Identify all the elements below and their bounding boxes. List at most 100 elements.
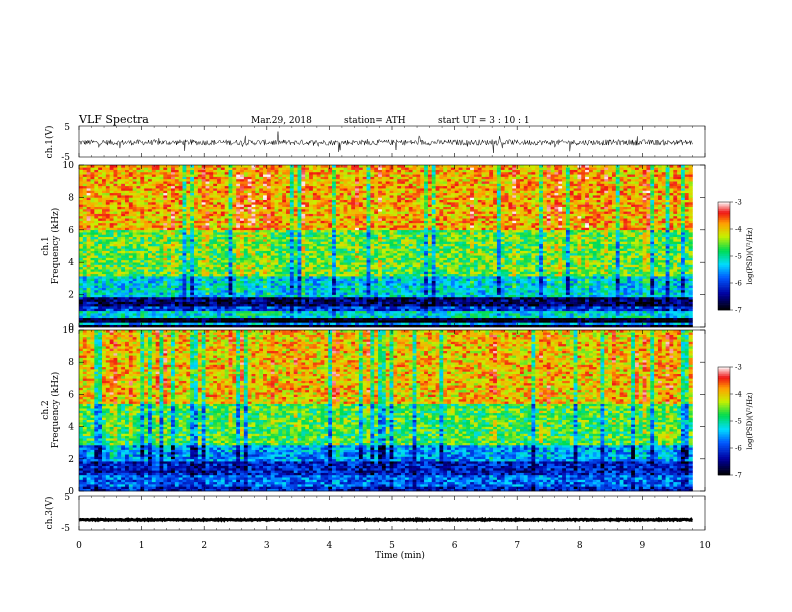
ch1-spectrogram-cell xyxy=(148,188,153,191)
ch1-spectrogram-cell xyxy=(159,252,164,256)
ch1-spectrogram-cell xyxy=(109,167,114,170)
ch1-spectrogram-cell xyxy=(117,239,122,242)
ch1-spectrogram-cell xyxy=(289,215,295,219)
ch1-spectrogram-cell xyxy=(266,176,272,180)
ch1-spectrogram-cell xyxy=(289,171,295,175)
ch1-spectrogram-cell xyxy=(312,176,318,180)
ch1-spectrogram-cell xyxy=(259,252,264,256)
ch1-spectrogram-cell xyxy=(228,243,233,247)
ch1-spectrogram-cell xyxy=(312,241,318,244)
ch1-spectrogram-cell xyxy=(343,248,348,251)
ch1-spectrogram-cell xyxy=(259,310,264,314)
ch1-spectrogram-cell xyxy=(324,208,329,212)
ch1-spectrogram-cell xyxy=(163,192,168,196)
ch1-spectrogram-cell xyxy=(186,171,191,175)
ch1-spectrogram-cell xyxy=(113,229,118,233)
ch1-spectrogram-cell xyxy=(240,308,245,312)
ch1-spectrogram-cell xyxy=(255,276,260,279)
ch1-spectrogram-cell xyxy=(286,185,291,189)
ch1-spectrogram-cell xyxy=(117,320,122,323)
ch1-spectrogram-cell xyxy=(113,320,118,323)
ch1-spectrogram-cell xyxy=(220,236,225,240)
ch1-spectrogram-cell xyxy=(339,308,344,312)
ch1-spectrogram-cell xyxy=(289,303,295,307)
ch1-spectrogram-cell xyxy=(136,320,141,323)
ch1-spectrogram-cell xyxy=(236,287,241,291)
ch1-spectrogram-cell xyxy=(105,190,110,194)
ch1-spectrogram-cell xyxy=(144,278,149,282)
ch1-spectrogram-cell xyxy=(316,306,321,309)
ch1-spectrogram-cell xyxy=(232,310,237,314)
ch1-spectrogram-cell xyxy=(105,211,110,214)
ch1-spectrogram-cell xyxy=(320,280,325,284)
ch1-spectrogram-cell xyxy=(263,232,268,235)
ch1-spectrogram-cell xyxy=(98,192,103,196)
ch1-spectrogram-cell xyxy=(128,296,133,300)
ch1-spectrogram-cell xyxy=(163,262,168,265)
ch1-spectrogram-cell xyxy=(205,313,210,316)
ch1-spectrogram-cell xyxy=(278,306,283,309)
ch1-spectrogram-cell xyxy=(220,178,225,182)
ch1-spectrogram-cell xyxy=(197,257,202,261)
ch1-spectrogram-cell xyxy=(190,243,195,247)
ch1-spectrogram-cell xyxy=(86,257,91,261)
ch1-spectrogram-cell xyxy=(247,278,252,282)
ch1-spectrogram-cell xyxy=(224,292,229,295)
ch1-spectrogram-cell xyxy=(182,303,187,307)
ch1-spectrogram-cell xyxy=(144,287,149,291)
ch1-spectrogram-cell xyxy=(213,310,218,314)
ch1-spectrogram-cell xyxy=(247,222,252,226)
ch1-spectrogram-cell xyxy=(186,236,191,240)
ch1-spectrogram-cell xyxy=(79,310,84,314)
ch1-spectrogram-cell xyxy=(282,202,287,205)
ch1-spectrogram-cell xyxy=(305,276,310,279)
ch1-spectrogram-cell xyxy=(320,195,325,198)
ch1-spectrogram-cell xyxy=(247,174,252,177)
ch1-spectrogram-cell xyxy=(201,294,206,298)
ch1-spectrogram-cell xyxy=(117,306,122,309)
ch1-spectrogram-cell xyxy=(102,234,107,238)
ch1-spectrogram-cell xyxy=(86,167,91,170)
ch1-spectrogram-cell xyxy=(128,266,133,270)
ch1-spectrogram-cell xyxy=(159,181,164,184)
ch1-spectrogram-cell xyxy=(282,239,287,242)
ch1-spectrogram-cell xyxy=(263,269,268,272)
ch1-spectrogram-cell xyxy=(167,229,172,233)
ch1-spectrogram-cell xyxy=(301,313,306,316)
ch1-spectrogram-cell xyxy=(125,283,130,286)
ch1-spectrogram-cell xyxy=(148,294,153,298)
ch1-spectrogram-cell xyxy=(289,185,295,189)
ch1-spectrogram-cell xyxy=(251,185,256,189)
ch1-spectrogram-cell xyxy=(167,239,172,242)
ch1-spectrogram-cell xyxy=(220,213,225,217)
ch1-spectrogram-cell xyxy=(224,178,229,182)
ch1-spectrogram-cell xyxy=(109,183,114,187)
ch1-spectrogram-cell xyxy=(125,204,130,207)
ch1-spectrogram-cell xyxy=(274,322,279,325)
ch1-spectrogram-cell xyxy=(109,195,114,198)
ch1-spectrogram-cell xyxy=(102,176,107,180)
ch1-spectrogram-cell xyxy=(293,280,298,284)
ch1-spectrogram-cell xyxy=(197,294,202,298)
ch1-spectrogram-cell xyxy=(98,276,103,279)
ch1-spectrogram-cell xyxy=(102,213,107,217)
ch1-spectrogram-cell xyxy=(136,222,141,226)
ch1-spectrogram-cell xyxy=(201,208,206,212)
ch1-spectrogram-cell xyxy=(259,303,264,307)
ch1-spectrogram-cell xyxy=(320,289,325,293)
ch1-spectrogram-cell xyxy=(209,262,214,265)
ch1-spectrogram-cell xyxy=(282,190,287,194)
ch1-spectrogram-cell xyxy=(297,239,302,242)
ch1-spectrogram-cell xyxy=(136,211,141,214)
ch1-spectrogram-cell xyxy=(159,183,164,187)
ch1-spectrogram-cell xyxy=(343,250,348,254)
ch1-spectrogram-cell xyxy=(282,296,287,300)
ch1-spectrogram-cell xyxy=(197,181,202,184)
ch1-spectrogram-cell xyxy=(228,285,233,288)
ch1-spectrogram-cell xyxy=(190,190,195,194)
ch1-spectrogram-cell xyxy=(343,206,348,210)
ch1-spectrogram-cell xyxy=(305,262,310,265)
ch1-spectrogram-cell xyxy=(232,324,237,328)
ch1-spectrogram-cell xyxy=(144,222,149,226)
ch1-spectrogram-cell xyxy=(205,239,210,242)
